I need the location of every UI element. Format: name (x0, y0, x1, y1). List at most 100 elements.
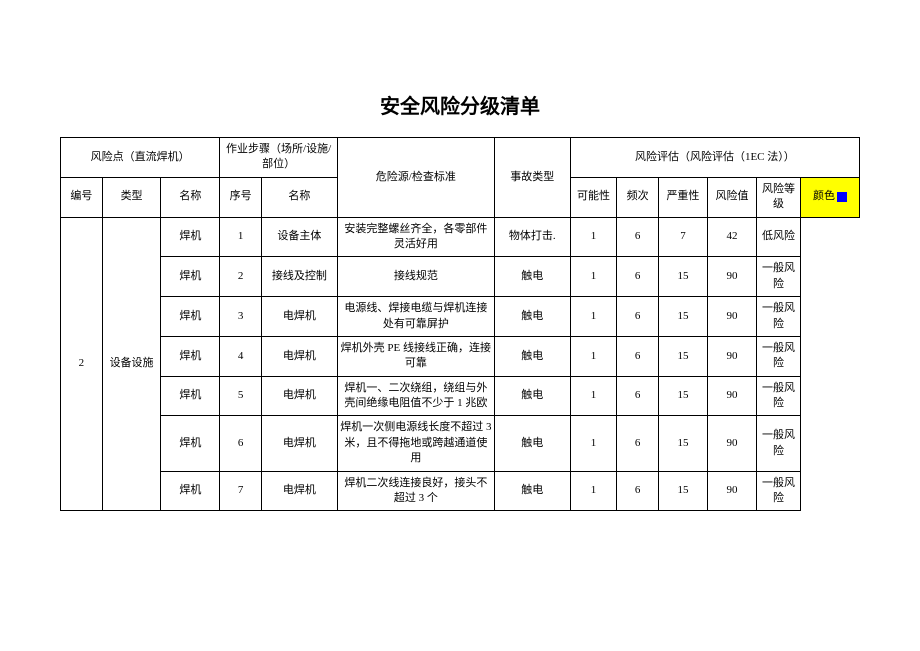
cell-val: 42 (707, 217, 756, 257)
cell-val: 90 (707, 336, 756, 376)
cell-poss: 1 (570, 416, 617, 471)
cell-hazard: 电源线、焊接电缆与焊机连接处有可靠屏护 (337, 297, 494, 337)
cell-step-no: 1 (220, 217, 262, 257)
page-title: 安全风险分级清单 (60, 90, 860, 119)
cell-name: 焊机 (161, 217, 220, 257)
hdr-risk-point: 风险点（直流焊机） (61, 138, 220, 178)
hdr-sev: 严重性 (658, 177, 707, 217)
cell-freq: 6 (617, 416, 659, 471)
cell-name: 焊机 (161, 257, 220, 297)
cell-accident: 触电 (494, 336, 570, 376)
table-row: 2设备设施焊机1设备主体安装完整螺丝齐全，各零部件灵活好用物体打击.16742低… (61, 217, 860, 257)
hdr-accident: 事故类型 (494, 138, 570, 218)
cell-hazard: 焊机一次侧电源线长度不超过 3 米，且不得拖地或跨越通道使用 (337, 416, 494, 471)
cell-hazard: 焊机外壳 PE 线接线正确，连接可靠 (337, 336, 494, 376)
cell-level: 一般风险 (756, 257, 800, 297)
cell-step-no: 2 (220, 257, 262, 297)
cell-freq: 6 (617, 257, 659, 297)
cell-step-no: 3 (220, 297, 262, 337)
table-row: 焊机6电焊机焊机一次侧电源线长度不超过 3 米，且不得拖地或跨越通道使用触电16… (61, 416, 860, 471)
cell-val: 90 (707, 376, 756, 416)
color-label: 颜色 (813, 190, 835, 202)
cell-poss: 1 (570, 257, 617, 297)
cell-name: 焊机 (161, 376, 220, 416)
cell-freq: 6 (617, 336, 659, 376)
cell-val: 90 (707, 297, 756, 337)
cell-poss: 1 (570, 471, 617, 511)
cell-step-name: 设备主体 (261, 217, 337, 257)
cell-level: 一般风险 (756, 336, 800, 376)
cell-sev: 15 (658, 257, 707, 297)
cell-step-name: 电焊机 (261, 336, 337, 376)
table-row: 焊机3电焊机电源线、焊接电缆与焊机连接处有可靠屏护触电161590一般风险 (61, 297, 860, 337)
cell-level: 一般风险 (756, 416, 800, 471)
table-row: 焊机7电焊机焊机二次线连接良好，接头不超过 3 个触电161590一般风险 (61, 471, 860, 511)
hdr-type: 类型 (102, 177, 161, 217)
cell-sev: 15 (658, 376, 707, 416)
cell-step-no: 7 (220, 471, 262, 511)
cell-id: 2 (61, 217, 103, 511)
hdr-val: 风险值 (707, 177, 756, 217)
cell-step-name: 电焊机 (261, 297, 337, 337)
cell-accident: 物体打击. (494, 217, 570, 257)
cell-freq: 6 (617, 471, 659, 511)
cell-hazard: 焊机一、二次绕组，绕组与外壳间绝缘电阻值不少于 1 兆欧 (337, 376, 494, 416)
cell-sev: 15 (658, 336, 707, 376)
blue-square-icon (837, 192, 847, 202)
hdr-step-name: 名称 (261, 177, 337, 217)
cell-step-no: 6 (220, 416, 262, 471)
hdr-freq: 频次 (617, 177, 659, 217)
hdr-step-no: 序号 (220, 177, 262, 217)
hdr-step: 作业步骤（场所/设施/部位） (220, 138, 338, 178)
table-row: 焊机5电焊机焊机一、二次绕组，绕组与外壳间绝缘电阻值不少于 1 兆欧触电1615… (61, 376, 860, 416)
cell-sev: 15 (658, 416, 707, 471)
hdr-name: 名称 (161, 177, 220, 217)
table-row: 焊机4电焊机焊机外壳 PE 线接线正确，连接可靠触电161590一般风险 (61, 336, 860, 376)
cell-accident: 触电 (494, 471, 570, 511)
cell-step-name: 电焊机 (261, 376, 337, 416)
hdr-poss: 可能性 (570, 177, 617, 217)
table-body: 2设备设施焊机1设备主体安装完整螺丝齐全，各零部件灵活好用物体打击.16742低… (61, 217, 860, 511)
cell-step-name: 电焊机 (261, 471, 337, 511)
cell-level: 低风险 (756, 217, 800, 257)
cell-freq: 6 (617, 297, 659, 337)
hdr-level: 风险等级 (756, 177, 800, 217)
cell-step-no: 4 (220, 336, 262, 376)
cell-poss: 1 (570, 376, 617, 416)
cell-step-name: 电焊机 (261, 416, 337, 471)
cell-hazard: 接线规范 (337, 257, 494, 297)
cell-level: 一般风险 (756, 297, 800, 337)
cell-freq: 6 (617, 217, 659, 257)
cell-name: 焊机 (161, 297, 220, 337)
cell-step-no: 5 (220, 376, 262, 416)
cell-hazard: 安装完整螺丝齐全，各零部件灵活好用 (337, 217, 494, 257)
cell-sev: 15 (658, 471, 707, 511)
cell-val: 90 (707, 471, 756, 511)
page-container: 安全风险分级清单 风险点（直流焊机） 作业步骤（场所/设施/部位） 危险源/检查… (0, 0, 920, 551)
cell-poss: 1 (570, 297, 617, 337)
cell-name: 焊机 (161, 416, 220, 471)
cell-accident: 触电 (494, 416, 570, 471)
cell-accident: 触电 (494, 297, 570, 337)
cell-sev: 15 (658, 297, 707, 337)
cell-poss: 1 (570, 217, 617, 257)
header-row-1: 风险点（直流焊机） 作业步骤（场所/设施/部位） 危险源/检查标准 事故类型 风… (61, 138, 860, 178)
cell-type: 设备设施 (102, 217, 161, 511)
table-row: 焊机2接线及控制接线规范触电161590一般风险 (61, 257, 860, 297)
cell-sev: 7 (658, 217, 707, 257)
cell-name: 焊机 (161, 471, 220, 511)
cell-hazard: 焊机二次线连接良好，接头不超过 3 个 (337, 471, 494, 511)
cell-val: 90 (707, 257, 756, 297)
hdr-hazard: 危险源/检查标准 (337, 138, 494, 218)
cell-accident: 触电 (494, 376, 570, 416)
cell-level: 一般风险 (756, 471, 800, 511)
cell-poss: 1 (570, 336, 617, 376)
cell-step-name: 接线及控制 (261, 257, 337, 297)
cell-accident: 触电 (494, 257, 570, 297)
cell-level: 一般风险 (756, 376, 800, 416)
cell-freq: 6 (617, 376, 659, 416)
hdr-id: 编号 (61, 177, 103, 217)
risk-table: 风险点（直流焊机） 作业步骤（场所/设施/部位） 危险源/检查标准 事故类型 风… (60, 137, 860, 511)
hdr-color: 颜色 (801, 177, 860, 217)
hdr-eval: 风险评估（风险评估（1EC 法）） (570, 138, 859, 178)
